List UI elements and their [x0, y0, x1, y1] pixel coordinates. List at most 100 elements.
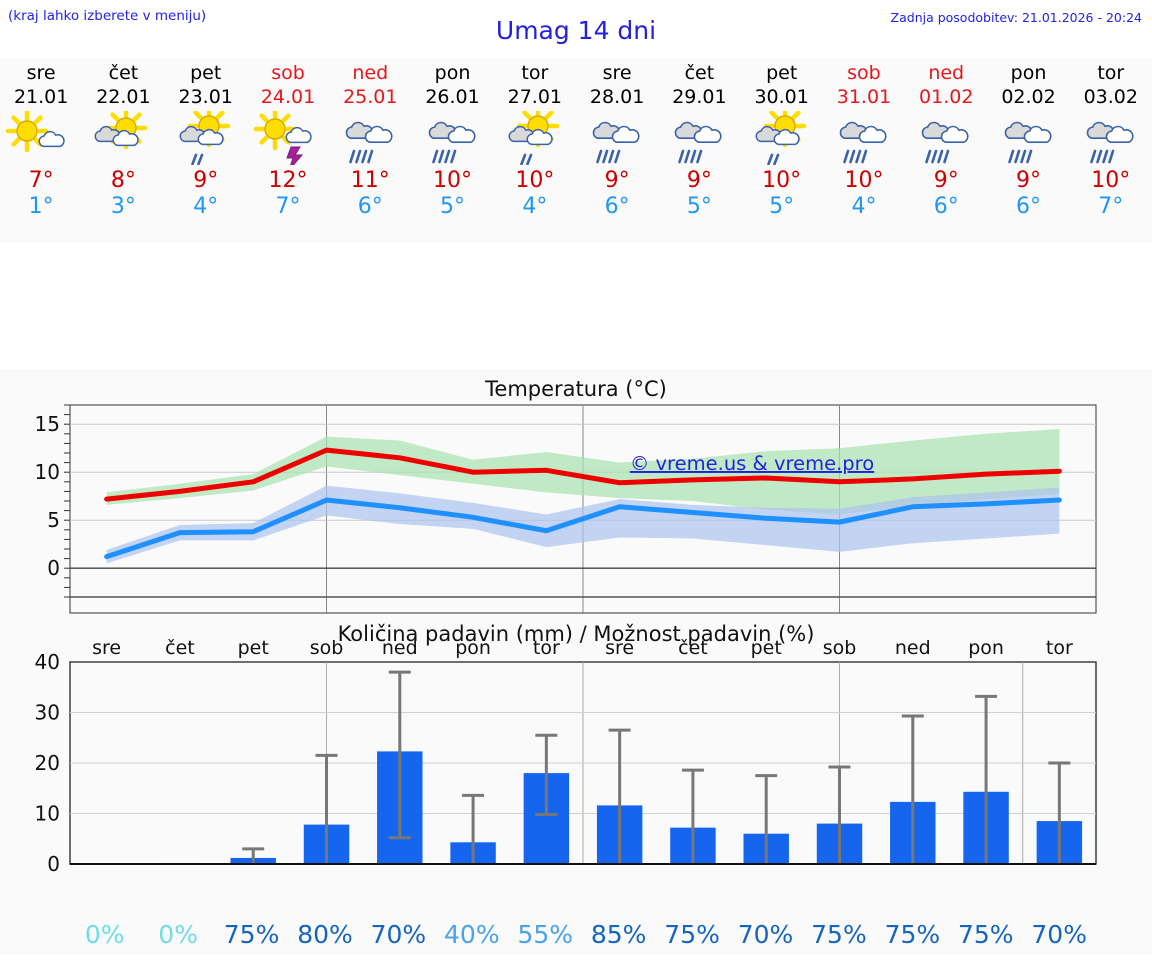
precipitation-chart-title: Količina padavin (mm) / Možnost padavin …	[337, 622, 815, 646]
precip-day-label: pet	[751, 637, 782, 659]
precip-day-label: sob	[823, 637, 857, 659]
forecast-day-name: sob	[271, 62, 305, 84]
forecast-day-name: sre	[602, 62, 632, 84]
forecast-high-temp: 10°	[515, 168, 555, 193]
precip-day-label: pon	[455, 637, 491, 659]
precip-probability-label: 40%	[444, 919, 500, 949]
precip-probability-label: 55%	[517, 919, 574, 949]
precip-probability-label: 75%	[811, 919, 867, 949]
forecast-low-temp: 5°	[440, 194, 466, 219]
precip-probability-label: 80%	[297, 919, 353, 949]
precip-day-label: pon	[968, 637, 1004, 659]
temperature-chart: Temperatura (°C) 0 5 10 15 © vreme.us & vrem…	[0, 369, 1152, 614]
precip-day-label: tor	[1046, 637, 1073, 659]
precip-day-label: tor	[533, 637, 560, 659]
forecast-day-column[interactable]: čet 22.01 8° 3°	[82, 58, 164, 243]
forecast-low-temp: 6°	[933, 194, 959, 219]
cloud-rain-icon	[988, 111, 1070, 165]
sun-small-cloud-icon	[0, 111, 82, 165]
forecast-low-temp: 6°	[357, 194, 383, 219]
cloud-rain-icon	[823, 111, 905, 165]
page-title: Umag 14 dni	[495, 16, 657, 45]
precip-probability-label: 70%	[1031, 919, 1087, 949]
svg-text:10: 10	[35, 802, 60, 826]
forecast-low-temp: 6°	[604, 194, 630, 219]
precipitation-chart: Količina padavin (mm) / Možnost padavin …	[0, 614, 1152, 955]
watermark-label: © vreme.us & vreme.pro	[630, 452, 874, 475]
forecast-day-column[interactable]: ned 01.02 9° 6°	[905, 58, 987, 243]
cloud-rain-icon	[576, 111, 658, 165]
forecast-strip: sre 21.01 7° 1° čet 22.01 8° 3° pet 23.01 9° 4° sob 2…	[0, 58, 1152, 243]
forecast-day-date: 25.01	[343, 86, 398, 108]
forecast-high-temp: 9°	[1016, 168, 1042, 193]
precip-day-label: čet	[165, 637, 195, 659]
precip-day-label: sre	[605, 637, 634, 659]
forecast-high-temp: 9°	[193, 168, 219, 193]
forecast-low-temp: 7°	[1098, 194, 1124, 219]
precip-probability-label: 0%	[84, 919, 125, 949]
precip-probability-label: 0%	[158, 919, 198, 949]
precip-day-label: sob	[310, 637, 344, 659]
forecast-day-column[interactable]: sre 28.01 9° 6°	[576, 58, 658, 243]
menu-hint-label: (kraj lahko izberete v meniju)	[8, 8, 207, 24]
precip-probability-label: 75%	[884, 919, 941, 949]
forecast-day-column[interactable]: pet 23.01 9° 4°	[165, 58, 247, 243]
sun-cloud-thunderstorm-icon	[247, 111, 329, 165]
cloud-rain-icon	[329, 111, 411, 165]
forecast-day-name: sob	[847, 62, 881, 84]
forecast-day-name: pet	[766, 62, 798, 84]
forecast-low-temp: 7°	[275, 194, 301, 219]
forecast-day-column[interactable]: ned 25.01 11° 6°	[329, 58, 411, 243]
svg-text:40: 40	[35, 650, 60, 674]
forecast-day-column[interactable]: pon 02.02 9° 6°	[987, 58, 1069, 243]
precip-day-label: ned	[382, 637, 418, 659]
forecast-high-temp: 11°	[350, 168, 390, 193]
cloud-rain-icon	[1070, 111, 1152, 165]
cloud-rain-icon	[412, 111, 494, 165]
forecast-day-column[interactable]: pet 30.01 10° 5°	[741, 58, 823, 243]
forecast-day-column[interactable]: tor 03.02 10° 7°	[1070, 58, 1152, 243]
forecast-low-temp: 4°	[193, 194, 219, 219]
forecast-low-temp: 4°	[522, 194, 548, 219]
forecast-day-column[interactable]: sob 24.01 12° 7°	[247, 58, 329, 243]
sun-cloud-light-rain-icon	[165, 111, 247, 165]
precip-day-label: sre	[92, 637, 121, 659]
forecast-day-date: 21.01	[13, 86, 69, 108]
forecast-high-temp: 9°	[604, 168, 630, 193]
forecast-day-column[interactable]: sre 21.01 7° 1°	[0, 58, 82, 243]
precip-probability-label: 75%	[664, 919, 720, 949]
forecast-day-name: čet	[684, 62, 715, 84]
precip-probability-label: 70%	[370, 919, 427, 949]
forecast-high-temp: 10°	[433, 168, 473, 193]
forecast-day-date: 27.01	[507, 86, 563, 108]
forecast-day-column[interactable]: sob 31.01 10° 4°	[823, 58, 905, 243]
forecast-high-temp: 7°	[28, 168, 54, 193]
svg-text:15: 15	[35, 412, 60, 436]
precip-day-label: čet	[678, 637, 708, 659]
cloud-rain-icon	[658, 111, 740, 165]
precipitation-probability-row: 0% 0% 75% 80% 70% 40% 55% 85% 75% 70% 75% 75% 75% 70%	[0, 913, 1152, 955]
forecast-day-date: 29.01	[672, 86, 727, 108]
forecast-day-column[interactable]: tor 27.01 10° 4°	[494, 58, 576, 243]
forecast-high-temp: 9°	[933, 168, 959, 193]
forecast-day-column[interactable]: pon 26.01 10° 5°	[411, 58, 493, 243]
forecast-day-date: 23.01	[178, 86, 233, 108]
svg-text:0: 0	[47, 852, 60, 876]
forecast-day-date: 31.01	[836, 86, 892, 108]
spacer	[0, 243, 1152, 369]
forecast-day-name: pon	[1010, 62, 1047, 84]
forecast-day-date: 03.02	[1083, 86, 1138, 108]
forecast-day-date: 28.01	[589, 86, 645, 108]
forecast-day-date: 26.01	[425, 86, 480, 108]
forecast-high-temp: 10°	[762, 168, 802, 193]
forecast-high-temp: 10°	[844, 168, 884, 193]
cloud-rain-icon	[905, 111, 987, 165]
forecast-day-column[interactable]: čet 29.01 9° 5°	[658, 58, 740, 243]
forecast-low-temp: 6°	[1016, 194, 1042, 219]
precip-probability-label: 75%	[223, 919, 280, 949]
forecast-day-name: sre	[26, 62, 56, 84]
forecast-day-name: ned	[352, 62, 389, 84]
temperature-plot: 0 5 10 15 © vreme.us & vreme.pro	[35, 404, 1097, 614]
sun-cloud-light-rain-icon	[741, 111, 823, 165]
forecast-day-name: pon	[434, 62, 471, 84]
